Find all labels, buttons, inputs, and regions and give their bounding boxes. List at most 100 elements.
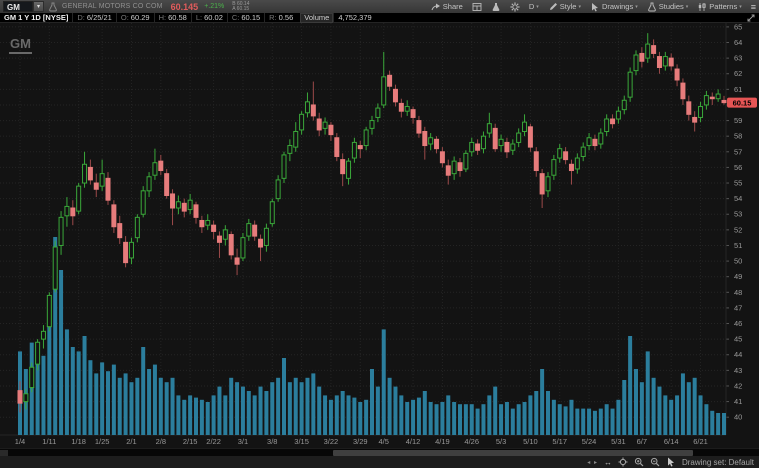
candle-down[interactable] [123, 241, 129, 264]
candle-up[interactable] [263, 227, 269, 246]
candle-down[interactable] [334, 137, 340, 157]
volume-bar[interactable] [340, 391, 345, 435]
candle-down[interactable] [692, 116, 698, 123]
volume-bar[interactable] [663, 395, 668, 435]
candle-down[interactable] [387, 74, 393, 87]
candle-up[interactable] [703, 95, 709, 106]
volume-bar[interactable] [334, 395, 339, 435]
volume-bar[interactable] [176, 395, 181, 435]
volume-bar[interactable] [311, 373, 316, 435]
candle-down[interactable] [422, 131, 428, 147]
candle-down[interactable] [656, 56, 662, 68]
volume-bar[interactable] [452, 402, 457, 435]
grid-layout-icon[interactable] [472, 2, 482, 12]
volume-bar[interactable] [182, 399, 187, 435]
candle-down[interactable] [533, 151, 539, 172]
candle-down[interactable] [721, 99, 727, 104]
candle-down[interactable] [228, 234, 234, 256]
volume-bar[interactable] [264, 391, 269, 435]
settings-gear-icon[interactable] [510, 1, 520, 12]
volume-bar[interactable] [305, 377, 310, 435]
volume-bar[interactable] [375, 386, 380, 435]
candle-up[interactable] [293, 131, 299, 148]
candle-down[interactable] [111, 204, 117, 228]
price-axis-label[interactable]: 56 [734, 163, 742, 172]
volume-bar[interactable] [88, 360, 93, 435]
candle-down[interactable] [70, 207, 76, 217]
price-axis-label[interactable]: 51 [734, 241, 742, 250]
candle-down[interactable] [392, 88, 398, 103]
volume-bar[interactable] [123, 373, 128, 435]
x-axis-label[interactable]: 5/17 [552, 437, 567, 446]
x-axis-label[interactable]: 1/4 [15, 437, 25, 446]
volume-bar[interactable] [64, 329, 69, 435]
x-axis-label[interactable]: 6/21 [693, 437, 708, 446]
volume-bar[interactable] [276, 377, 281, 435]
x-axis-label[interactable]: 6/14 [664, 437, 679, 446]
x-axis-label[interactable]: 2/8 [156, 437, 166, 446]
candle-up[interactable] [522, 121, 528, 133]
volume-bar[interactable] [111, 364, 116, 435]
volume-bar[interactable] [129, 382, 134, 435]
candle-up[interactable] [662, 56, 668, 67]
volume-bar[interactable] [704, 404, 709, 435]
volume-bar[interactable] [422, 391, 427, 435]
candle-up[interactable] [698, 106, 704, 118]
drawings-button[interactable]: Drawings ▾ [590, 2, 638, 12]
volume-bar[interactable] [516, 404, 521, 435]
volume-bar[interactable] [76, 351, 81, 435]
price-axis-label[interactable]: 40 [734, 413, 742, 422]
candle-down[interactable] [316, 118, 322, 131]
candle-up[interactable] [615, 110, 621, 120]
volume-bar[interactable] [675, 395, 680, 435]
volume-bar[interactable] [680, 373, 685, 435]
volume-bar[interactable] [616, 399, 621, 435]
candlestick-chart[interactable]: 40 41 42 43 44 45 46 47 48 49 50 51 52 53 54 55 56 57 58 59… [0, 22, 759, 448]
volume-bar[interactable] [405, 402, 410, 435]
candle-up[interactable] [322, 121, 328, 129]
candle-down[interactable] [639, 52, 645, 62]
volume-bar[interactable] [440, 402, 445, 435]
pan-horizontal-icon[interactable]: ↔ [603, 457, 612, 467]
candle-up[interactable] [715, 93, 721, 100]
volume-bar[interactable] [47, 314, 52, 435]
candle-up[interactable] [346, 160, 352, 179]
candle-up[interactable] [175, 201, 181, 209]
candle-down[interactable] [651, 45, 657, 54]
candle-up[interactable] [621, 99, 627, 111]
volume-bar[interactable] [240, 386, 245, 435]
candle-up[interactable] [23, 393, 29, 403]
volume-bar[interactable] [370, 369, 374, 435]
price-axis-label[interactable]: 63 [734, 54, 742, 63]
volume-bar[interactable] [481, 404, 486, 435]
volume-bar[interactable] [141, 347, 146, 435]
volume-bar[interactable] [622, 380, 627, 435]
candle-up[interactable] [463, 152, 469, 170]
candle-down[interactable] [164, 173, 170, 197]
candle-down[interactable] [709, 96, 715, 100]
candle-down[interactable] [563, 151, 569, 161]
candle-up[interactable] [381, 76, 387, 106]
candle-down[interactable] [457, 162, 463, 172]
candle-down[interactable] [340, 159, 346, 175]
candle-up[interactable] [287, 145, 293, 154]
candle-up[interactable] [516, 132, 522, 143]
volume-bar[interactable] [645, 351, 650, 435]
volume-bar[interactable] [299, 382, 304, 435]
x-axis-label[interactable]: 3/29 [353, 437, 368, 446]
volume-bar[interactable] [510, 408, 515, 435]
volume-bar[interactable] [657, 386, 662, 435]
candle-down[interactable] [492, 127, 498, 150]
volume-bar[interactable] [504, 402, 509, 435]
volume-bar[interactable] [639, 382, 644, 435]
price-axis-label[interactable]: 61 [734, 85, 742, 94]
x-axis-label[interactable]: 4/5 [379, 437, 389, 446]
volume-bar[interactable] [434, 404, 439, 435]
volume-bar[interactable] [164, 382, 169, 435]
candle-down[interactable] [439, 151, 445, 164]
candle-up[interactable] [545, 176, 551, 192]
x-axis-label[interactable]: 1/11 [42, 437, 56, 446]
volume-bar[interactable] [35, 347, 40, 435]
x-axis-label[interactable]: 4/12 [406, 437, 421, 446]
volume-bar[interactable] [475, 408, 480, 435]
